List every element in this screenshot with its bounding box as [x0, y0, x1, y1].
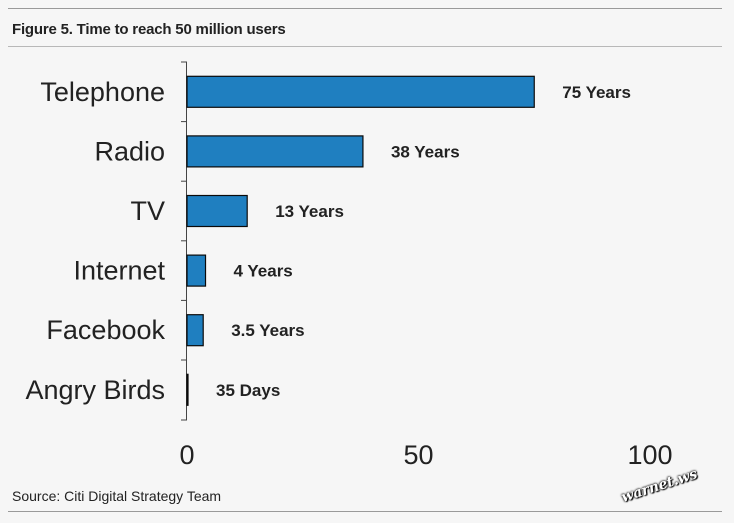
bar [186, 194, 248, 228]
figure-title: Figure 5. Time to reach 50 million users [12, 21, 286, 38]
category-label: Facebook [46, 315, 165, 345]
bar [186, 314, 204, 347]
x-tick-label: 100 [627, 440, 672, 470]
data-label: 38 Years [391, 142, 460, 161]
bar [186, 135, 364, 168]
data-label: 4 Years [234, 262, 293, 281]
bar [186, 373, 189, 406]
data-label: 13 Years [275, 202, 344, 221]
x-tick-label: 0 [179, 440, 194, 470]
source-note: Source: Citi Digital Strategy Team [12, 488, 222, 504]
category-label: TV [130, 196, 165, 226]
category-label: Internet [73, 256, 165, 286]
top-rule [8, 8, 722, 9]
x-tick-label: 50 [403, 440, 433, 470]
bar [186, 75, 535, 108]
category-label: Telephone [40, 77, 165, 107]
category-label: Radio [94, 136, 165, 166]
bar [186, 254, 207, 287]
bottom-rule [8, 511, 722, 512]
title-rule [8, 46, 722, 47]
data-label: 75 Years [562, 83, 631, 102]
data-label: 3.5 Years [231, 321, 304, 340]
category-label: Angry Birds [25, 375, 165, 405]
data-label: 35 Days [216, 381, 280, 400]
